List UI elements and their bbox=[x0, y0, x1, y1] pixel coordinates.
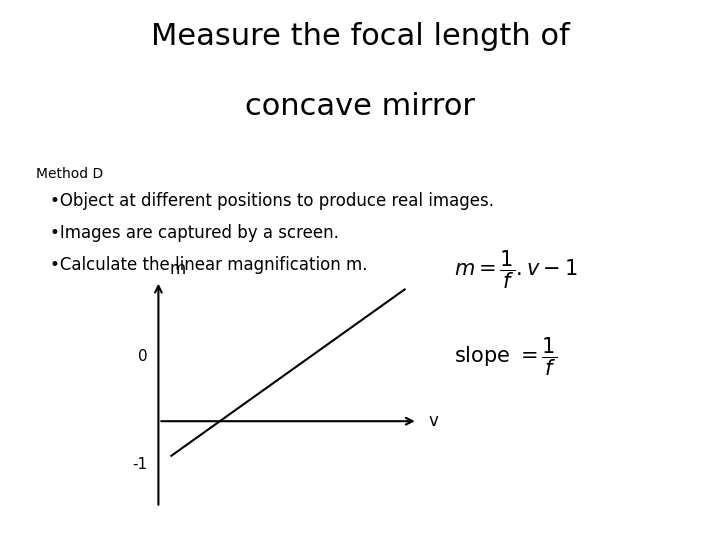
Text: concave mirror: concave mirror bbox=[245, 92, 475, 121]
Text: $m = \dfrac{1}{f}.v - 1$: $m = \dfrac{1}{f}.v - 1$ bbox=[454, 249, 577, 291]
Text: 0: 0 bbox=[138, 349, 148, 364]
Text: •Images are captured by a screen.: •Images are captured by a screen. bbox=[50, 224, 339, 242]
Text: v: v bbox=[428, 412, 438, 430]
Text: slope $= \dfrac{1}{f}$: slope $= \dfrac{1}{f}$ bbox=[454, 335, 557, 377]
Text: •Calculate the linear magnification m.: •Calculate the linear magnification m. bbox=[50, 256, 368, 274]
Text: m: m bbox=[169, 260, 186, 278]
Text: Method D: Method D bbox=[36, 167, 103, 181]
Text: •Object at different positions to produce real images.: •Object at different positions to produc… bbox=[50, 192, 495, 210]
Text: -1: -1 bbox=[132, 457, 148, 472]
Text: Measure the focal length of: Measure the focal length of bbox=[150, 22, 570, 51]
